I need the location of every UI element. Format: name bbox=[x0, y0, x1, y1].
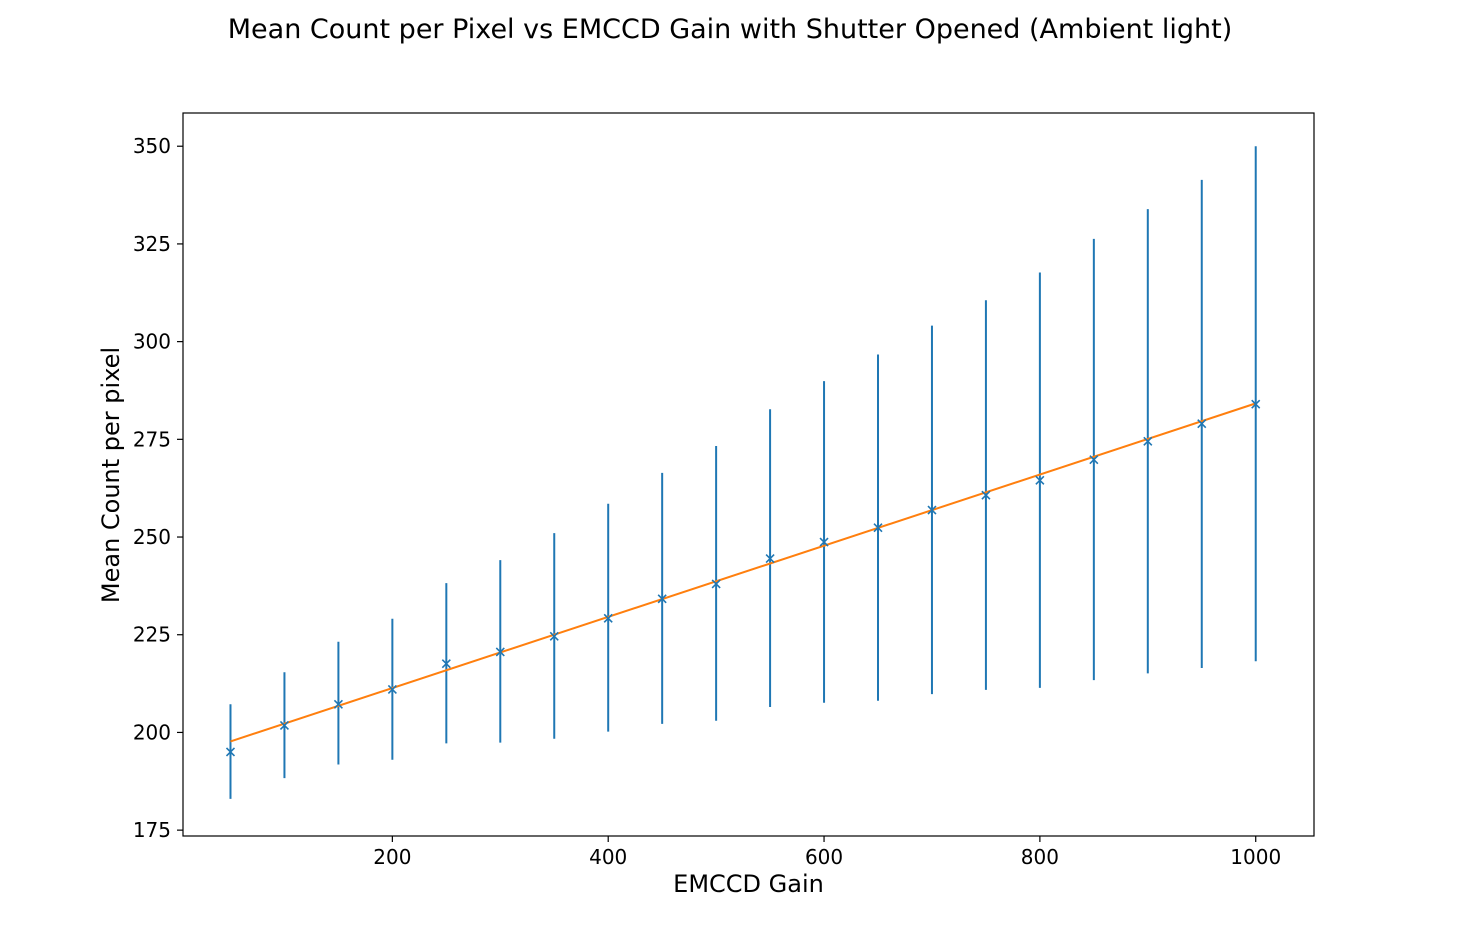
data-point-stroke bbox=[1143, 436, 1153, 446]
data-point bbox=[873, 523, 883, 533]
y-tick-label: 250 bbox=[133, 525, 171, 549]
axes-layer: 200 400 600 800 1000 175 200 225 250 275 300 325 350 bbox=[133, 112, 1315, 869]
y-tick-label: 300 bbox=[133, 330, 171, 354]
x-tick-label: 800 bbox=[1021, 845, 1059, 869]
data-point bbox=[981, 490, 991, 500]
x-tick-label: 600 bbox=[805, 845, 843, 869]
data-point-stroke bbox=[279, 720, 290, 730]
y-tick-label: 200 bbox=[133, 720, 171, 744]
y-axis-label: Mean Count per pixel bbox=[97, 346, 125, 604]
data-point-stroke bbox=[927, 505, 937, 515]
data-point bbox=[603, 613, 613, 623]
plot-frame bbox=[182, 112, 1315, 837]
plot-area bbox=[225, 146, 1261, 799]
data-point-stroke bbox=[603, 613, 613, 623]
data-point bbox=[819, 537, 829, 547]
data-point bbox=[765, 553, 775, 564]
data-point-stroke bbox=[1251, 399, 1261, 409]
data-point-stroke bbox=[495, 647, 505, 657]
data-point-stroke bbox=[981, 490, 991, 500]
data-point bbox=[387, 684, 397, 695]
x-tick-label: 200 bbox=[373, 845, 411, 869]
y-tick-label: 350 bbox=[133, 134, 171, 158]
data-point bbox=[279, 720, 290, 730]
data-point bbox=[711, 579, 721, 589]
data-point-stroke bbox=[225, 747, 236, 757]
data-point-stroke bbox=[1035, 475, 1045, 485]
y-tick-label: 325 bbox=[133, 232, 171, 256]
fit-line bbox=[230, 402, 1257, 743]
data-point bbox=[1089, 455, 1099, 465]
data-point-stroke bbox=[711, 579, 721, 589]
data-point bbox=[1197, 419, 1207, 429]
data-point bbox=[441, 659, 451, 669]
data-point-stroke bbox=[1197, 419, 1207, 429]
data-point-stroke bbox=[387, 684, 397, 695]
data-point-stroke bbox=[765, 553, 775, 564]
data-point-stroke bbox=[819, 537, 829, 547]
data-point bbox=[1251, 399, 1261, 409]
data-point-stroke bbox=[333, 699, 343, 709]
data-point bbox=[549, 631, 559, 641]
data-point-stroke bbox=[1089, 455, 1099, 465]
data-point bbox=[1035, 475, 1045, 485]
data-point bbox=[1143, 436, 1153, 446]
data-point-stroke bbox=[549, 631, 559, 641]
data-point-stroke bbox=[657, 594, 667, 604]
data-point-stroke bbox=[441, 659, 451, 669]
data-point bbox=[495, 647, 505, 657]
y-tick-label: 175 bbox=[133, 818, 171, 842]
data-point bbox=[927, 505, 937, 515]
data-point bbox=[225, 747, 236, 757]
y-tick-label: 225 bbox=[133, 623, 171, 647]
x-tick-label: 1000 bbox=[1230, 845, 1281, 869]
chart-title: Mean Count per Pixel vs EMCCD Gain with … bbox=[227, 14, 1233, 45]
data-point-stroke bbox=[873, 523, 883, 533]
x-tick-label: 400 bbox=[589, 845, 627, 869]
data-point bbox=[657, 594, 667, 604]
y-tick-label: 275 bbox=[133, 427, 171, 451]
plot-layer bbox=[225, 146, 1261, 799]
x-axis-label: EMCCD Gain bbox=[673, 870, 824, 898]
data-point bbox=[333, 699, 343, 709]
